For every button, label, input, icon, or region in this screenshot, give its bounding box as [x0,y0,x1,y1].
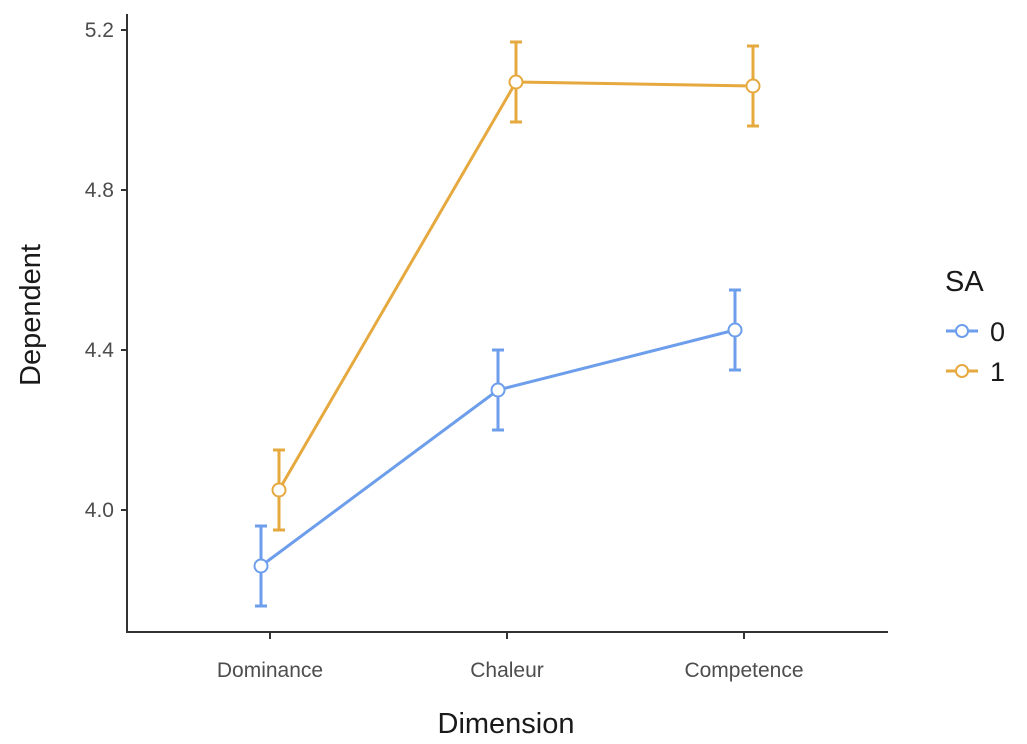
legend-label: 0 [990,317,1005,347]
data-point-1 [745,78,761,94]
y-axis-title: Dependent [15,244,47,386]
x-tick-label: Chaleur [470,659,544,682]
x-ticks: Dominance Chaleur Competence [217,632,804,682]
legend-item-0: 0 [946,317,1005,347]
x-tick-label: Dominance [217,659,323,682]
data-point-1 [271,482,287,498]
data-point-0 [253,558,269,574]
legend-item-1: 1 [946,357,1005,387]
y-tick-label: 4.4 [85,339,115,362]
legend: SA 0 1 [945,266,1005,387]
legend-label: 1 [990,357,1005,387]
data-point-1 [508,74,524,90]
data-point-0 [490,382,506,398]
data-point-0 [727,322,743,338]
plot-area [253,40,761,608]
x-tick-label: Competence [684,659,803,682]
y-ticks: 4.0 4.4 4.8 5.2 [85,19,127,522]
axes [126,14,888,633]
y-tick-label: 4.0 [85,499,114,522]
legend-title: SA [945,266,984,298]
x-axis-title: Dimension [438,708,575,740]
legend-key-point [955,324,969,338]
legend-key-point [955,364,969,378]
series-line-1 [277,80,754,491]
y-tick-label: 4.8 [85,179,114,202]
y-tick-label: 5.2 [85,19,114,42]
